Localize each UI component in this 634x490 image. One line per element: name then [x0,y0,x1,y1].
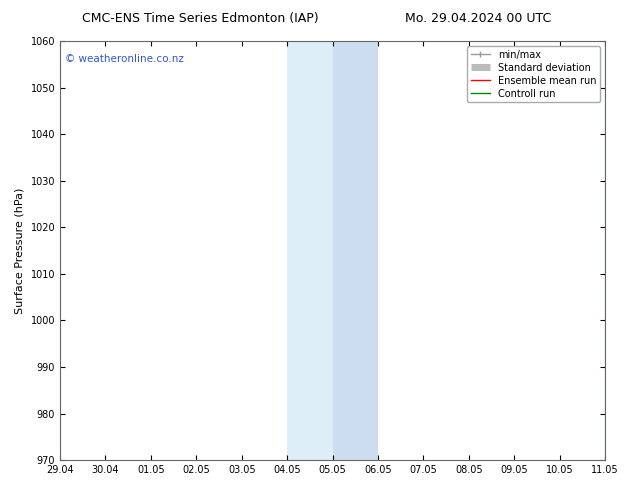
Text: Mo. 29.04.2024 00 UTC: Mo. 29.04.2024 00 UTC [405,12,552,25]
Text: CMC-ENS Time Series Edmonton (IAP): CMC-ENS Time Series Edmonton (IAP) [82,12,319,25]
Bar [333,41,378,460]
Legend: min/max, Standard deviation, Ensemble mean run, Controll run: min/max, Standard deviation, Ensemble me… [467,46,600,102]
Text: © weatheronline.co.nz: © weatheronline.co.nz [65,53,184,64]
Bar [287,41,333,460]
Bar [604,41,605,460]
Y-axis label: Surface Pressure (hPa): Surface Pressure (hPa) [15,187,25,314]
